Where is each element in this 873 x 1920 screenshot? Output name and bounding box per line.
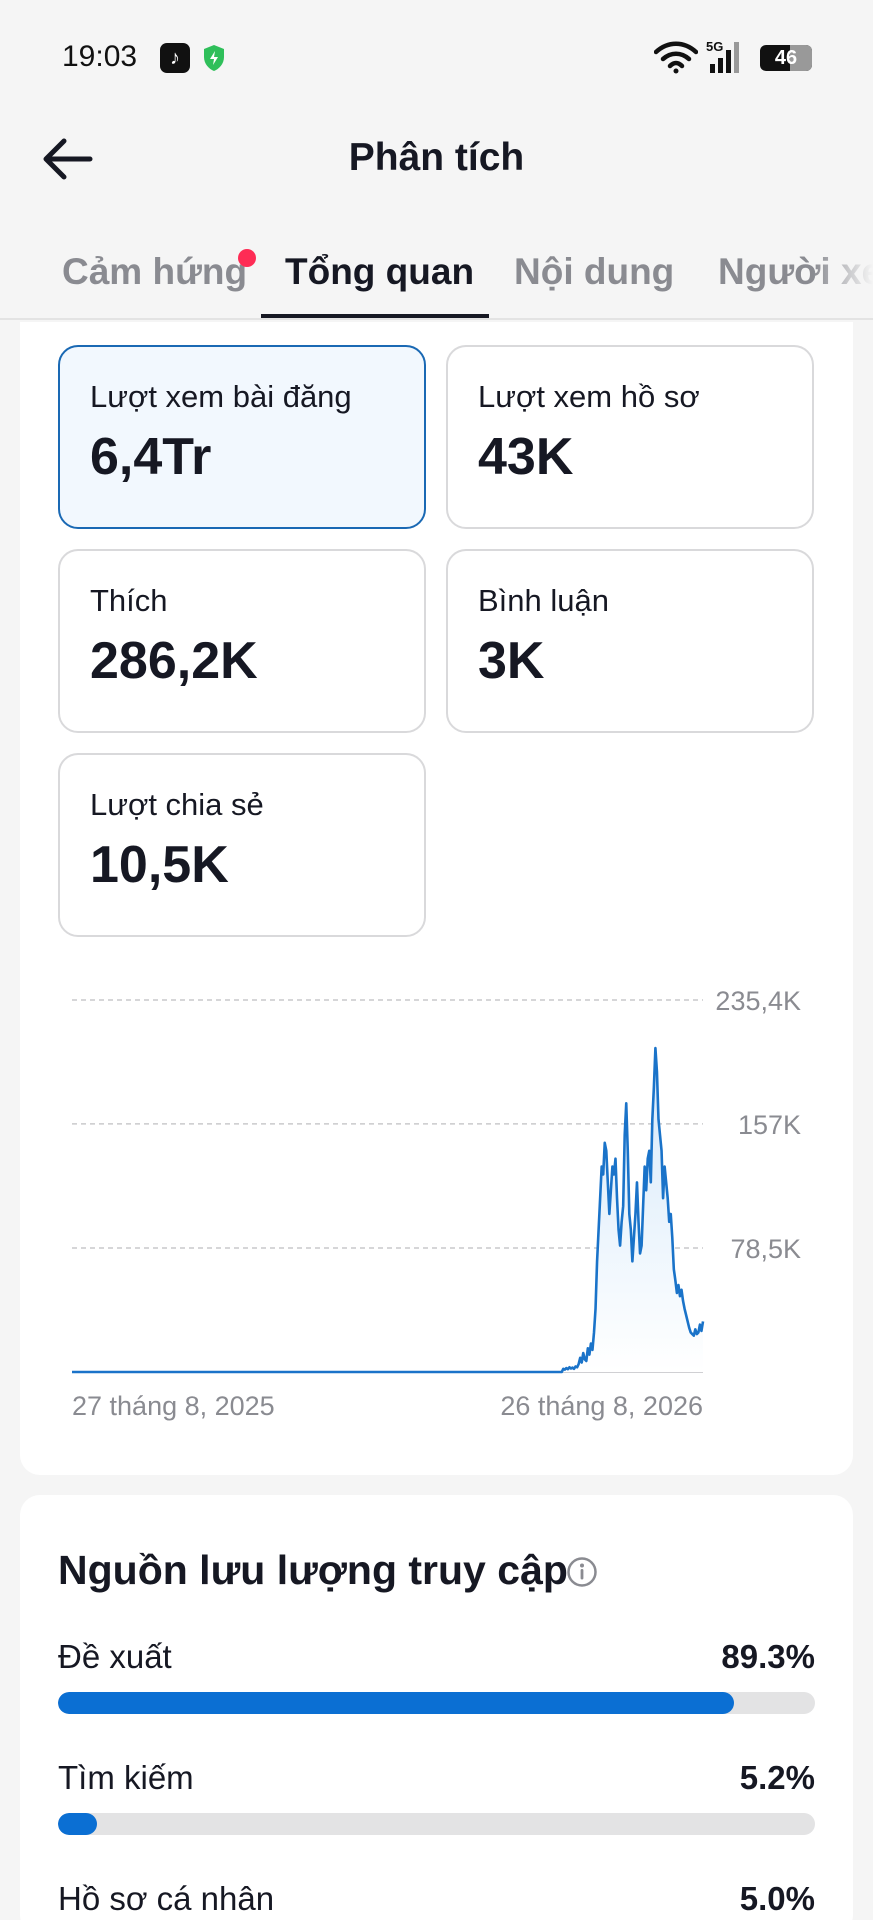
tiktok-icon: ♪: [160, 43, 190, 73]
source-label: Hồ sơ cá nhân: [58, 1880, 274, 1918]
tab-bar: Cảm hứng Tổng quan Nội dung Người xem: [0, 235, 873, 320]
notification-dot: [238, 249, 256, 267]
battery-level: 46: [760, 45, 812, 71]
battery-icon: 46: [760, 45, 812, 71]
traffic-sources-card: Nguồn lưu lượng truy cập Đề xuất 89.3% T…: [20, 1495, 853, 1920]
tab-overview[interactable]: Tổng quan: [285, 251, 474, 293]
y-tick-label: 235,4K: [715, 986, 801, 1016]
source-bar-fill: [58, 1692, 734, 1714]
source-percent: 5.2%: [740, 1759, 815, 1797]
signal-icon: 5G: [706, 38, 746, 74]
traffic-source-row: Hồ sơ cá nhân 5.0%: [58, 1880, 815, 1920]
x-tick-label: 27 tháng 8, 2025: [72, 1391, 275, 1421]
status-bar: 19:03 ♪ 5G 46: [0, 0, 873, 115]
traffic-source-row: Đề xuất 89.3%: [58, 1638, 815, 1728]
page-title: Phân tích: [0, 136, 873, 180]
y-tick-label: 157K: [738, 1110, 801, 1140]
source-bar-fill: [58, 1813, 97, 1835]
source-percent: 89.3%: [721, 1638, 815, 1676]
status-time: 19:03: [62, 40, 137, 74]
traffic-title: Nguồn lưu lượng truy cập: [58, 1547, 568, 1594]
views-chart[interactable]: 235,4K 157K 78,5K 27 tháng 8, 2025 26 tháng …: [20, 322, 853, 1475]
source-label: Tìm kiếm: [58, 1759, 194, 1797]
source-bar-track: [58, 1813, 815, 1835]
source-percent: 5.0%: [740, 1880, 815, 1918]
active-tab-indicator: [261, 314, 489, 319]
x-tick-label: 26 tháng 8, 2026: [500, 1391, 703, 1421]
wifi-icon: [654, 40, 698, 74]
svg-text:5G: 5G: [706, 39, 723, 54]
tab-content[interactable]: Nội dung: [514, 251, 674, 293]
source-bar-track: [58, 1692, 815, 1714]
y-tick-label: 78,5K: [730, 1234, 801, 1264]
source-label: Đề xuất: [58, 1638, 172, 1676]
overview-card: Lượt xem bài đăng 6,4Tr Lượt xem hồ sơ 4…: [20, 322, 853, 1475]
info-icon[interactable]: [566, 1556, 598, 1588]
shield-icon: [202, 44, 226, 72]
tab-inspiration[interactable]: Cảm hứng: [62, 251, 247, 293]
traffic-source-row: Tìm kiếm 5.2%: [58, 1759, 815, 1849]
